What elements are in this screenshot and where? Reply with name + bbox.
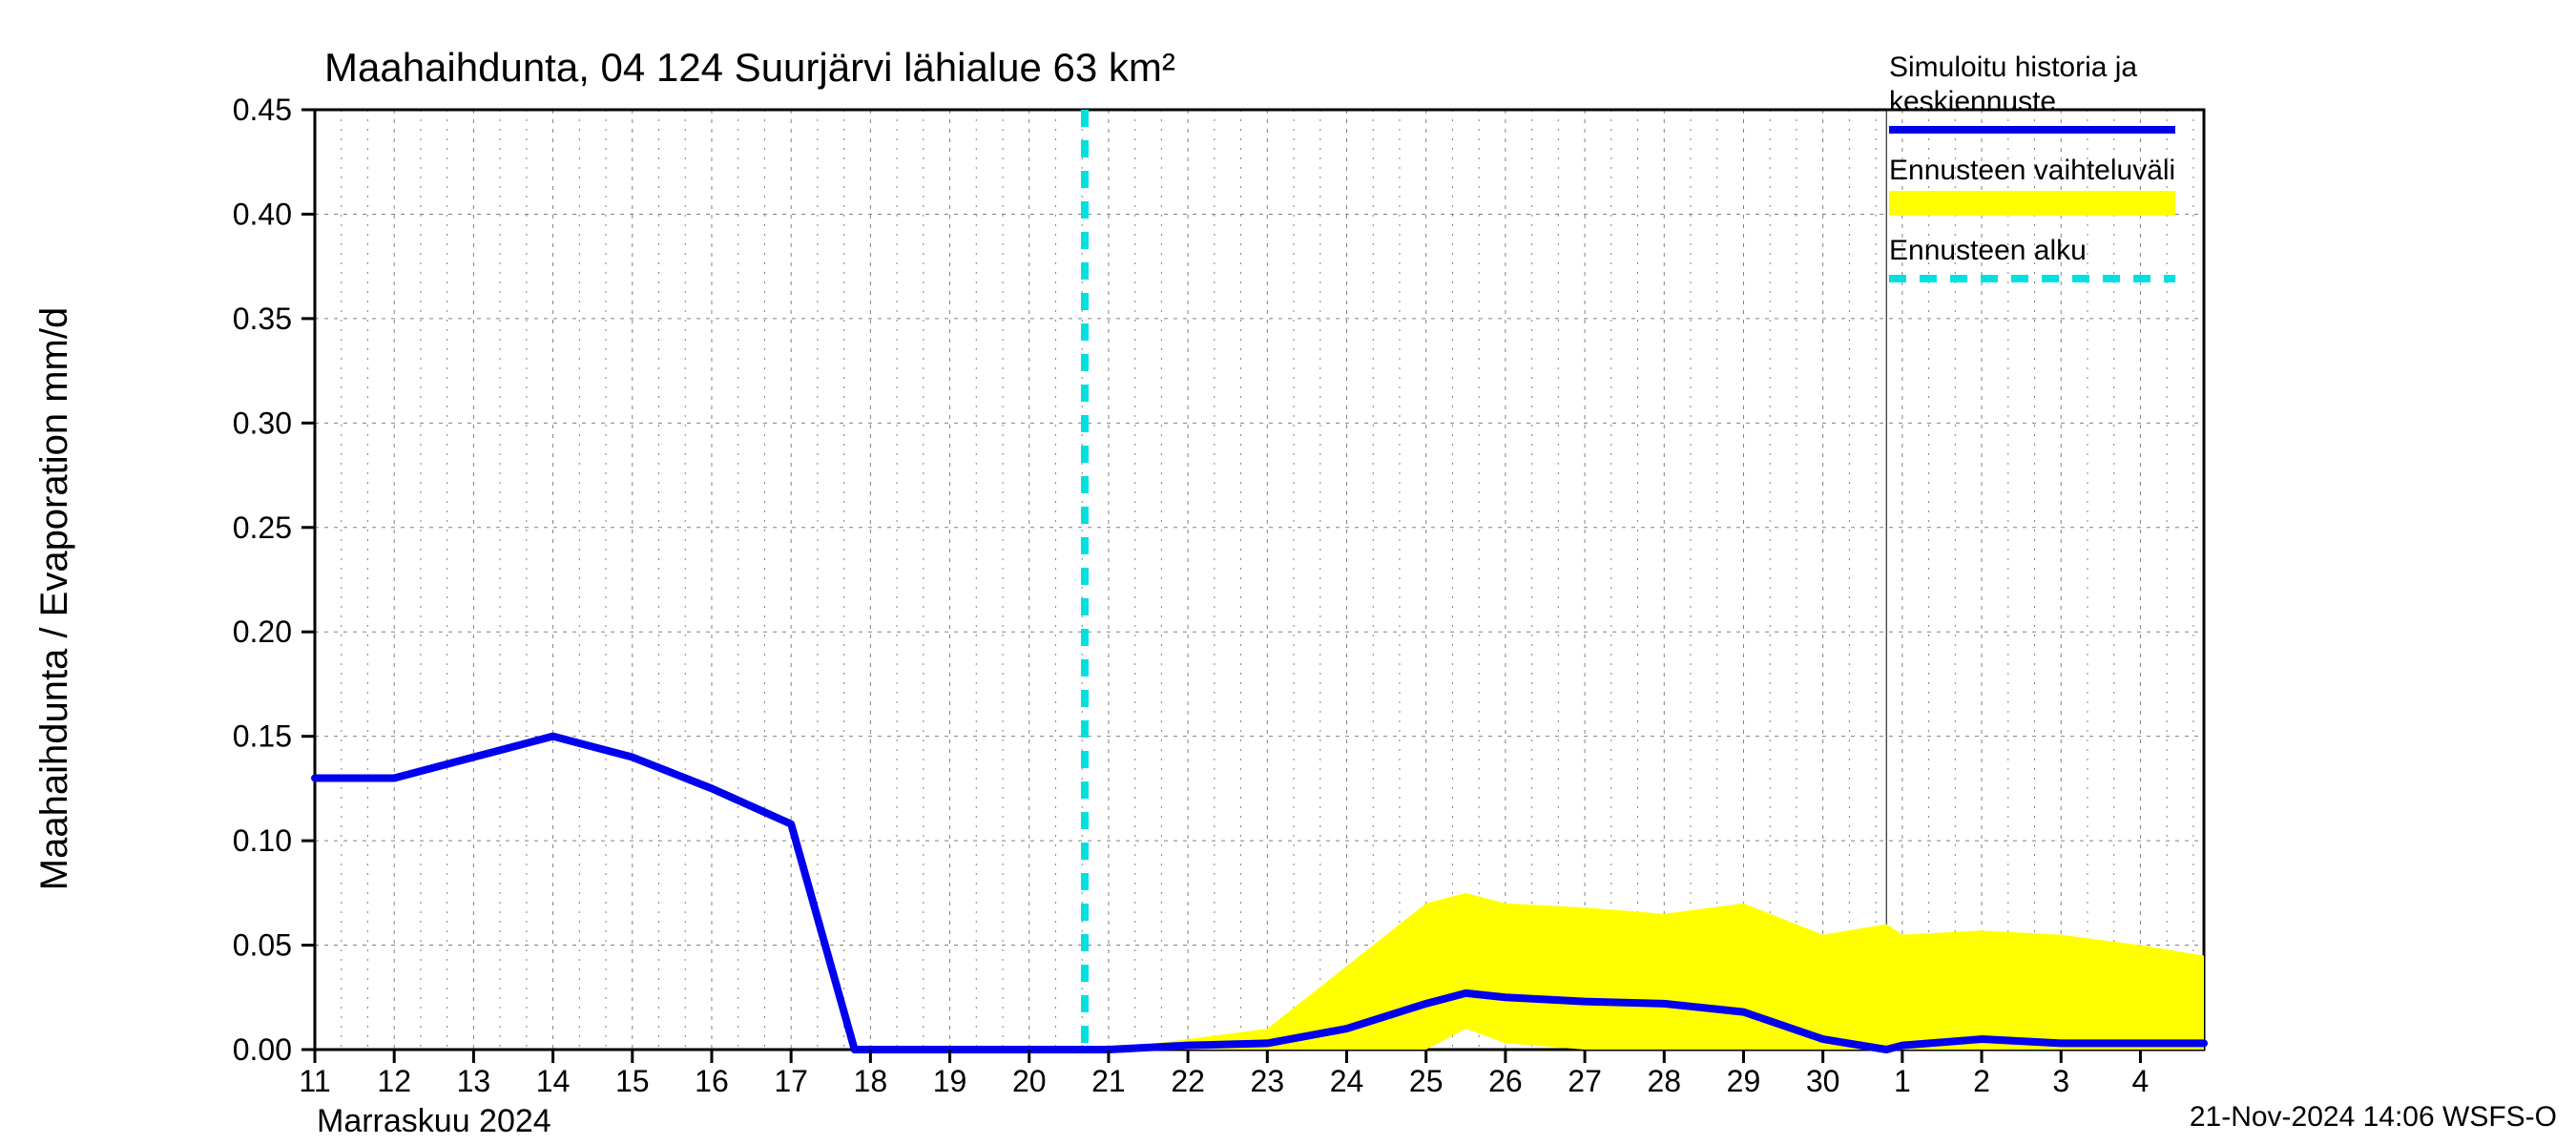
x-tick-label: 12: [377, 1064, 411, 1098]
y-tick-label: 0.25: [233, 510, 292, 545]
x-tick-label: 19: [933, 1064, 967, 1098]
x-tick-label: 22: [1171, 1064, 1205, 1098]
x-tick-label: 20: [1012, 1064, 1047, 1098]
x-tick-label: 3: [2052, 1064, 2069, 1098]
x-tick-label: 1: [1894, 1064, 1911, 1098]
x-tick-label: 2: [1973, 1064, 1990, 1098]
x-tick-label: 4: [2132, 1064, 2150, 1098]
legend-label: keskiennuste: [1889, 86, 2056, 117]
x-tick-label: 16: [695, 1064, 729, 1098]
x-tick-label: 13: [457, 1064, 491, 1098]
x-tick-label: 11: [299, 1064, 330, 1098]
x-tick-label: 29: [1727, 1064, 1761, 1098]
y-axis-label: Maahaihdunta / Evaporation mm/d: [33, 307, 75, 890]
x-tick-label: 17: [774, 1064, 808, 1098]
legend-label: Ennusteen vaihteluväli: [1889, 155, 2175, 186]
x-tick-label: 27: [1568, 1064, 1602, 1098]
y-tick-label: 0.30: [233, 406, 292, 440]
x-tick-label: 26: [1488, 1064, 1523, 1098]
x-tick-label: 25: [1409, 1064, 1444, 1098]
legend-label: Simuloitu historia ja: [1889, 52, 2137, 83]
legend-swatch-band: [1889, 191, 2175, 216]
evaporation-chart: 0.00 0.05 0.10 0.15 0.20 0.25 0.30 0.35 0.40 0.45…: [0, 0, 2576, 1145]
y-tick-label: 0.35: [233, 302, 292, 336]
x-tick-label: 24: [1330, 1064, 1364, 1098]
y-tick-label: 0.45: [233, 93, 292, 127]
x-tick-label: 30: [1806, 1064, 1840, 1098]
legend-label: Ennusteen alku: [1889, 235, 2087, 266]
x-tick-label: 28: [1647, 1064, 1681, 1098]
y-tick-label: 0.40: [233, 197, 292, 231]
x-month-label: November: [317, 1141, 467, 1145]
y-tick-label: 0.00: [233, 1032, 292, 1067]
x-tick-label: 15: [615, 1064, 650, 1098]
y-tick-label: 0.05: [233, 928, 292, 963]
x-tick-label: 21: [1091, 1064, 1126, 1098]
y-tick-label: 0.15: [233, 719, 292, 754]
footer-timestamp: 21-Nov-2024 14:06 WSFS-O: [2190, 1101, 2557, 1133]
chart-title: Maahaihdunta, 04 124 Suurjärvi lähialue …: [324, 45, 1175, 90]
y-tick-label: 0.20: [233, 614, 292, 649]
x-tick-label: 14: [536, 1064, 571, 1098]
chart-container: 0.00 0.05 0.10 0.15 0.20 0.25 0.30 0.35 0.40 0.45…: [0, 0, 2576, 1145]
x-tick-label: 18: [854, 1064, 888, 1098]
x-month-label: Marraskuu 2024: [317, 1103, 551, 1139]
y-tick-label: 0.10: [233, 823, 292, 858]
x-tick-label: 23: [1251, 1064, 1285, 1098]
